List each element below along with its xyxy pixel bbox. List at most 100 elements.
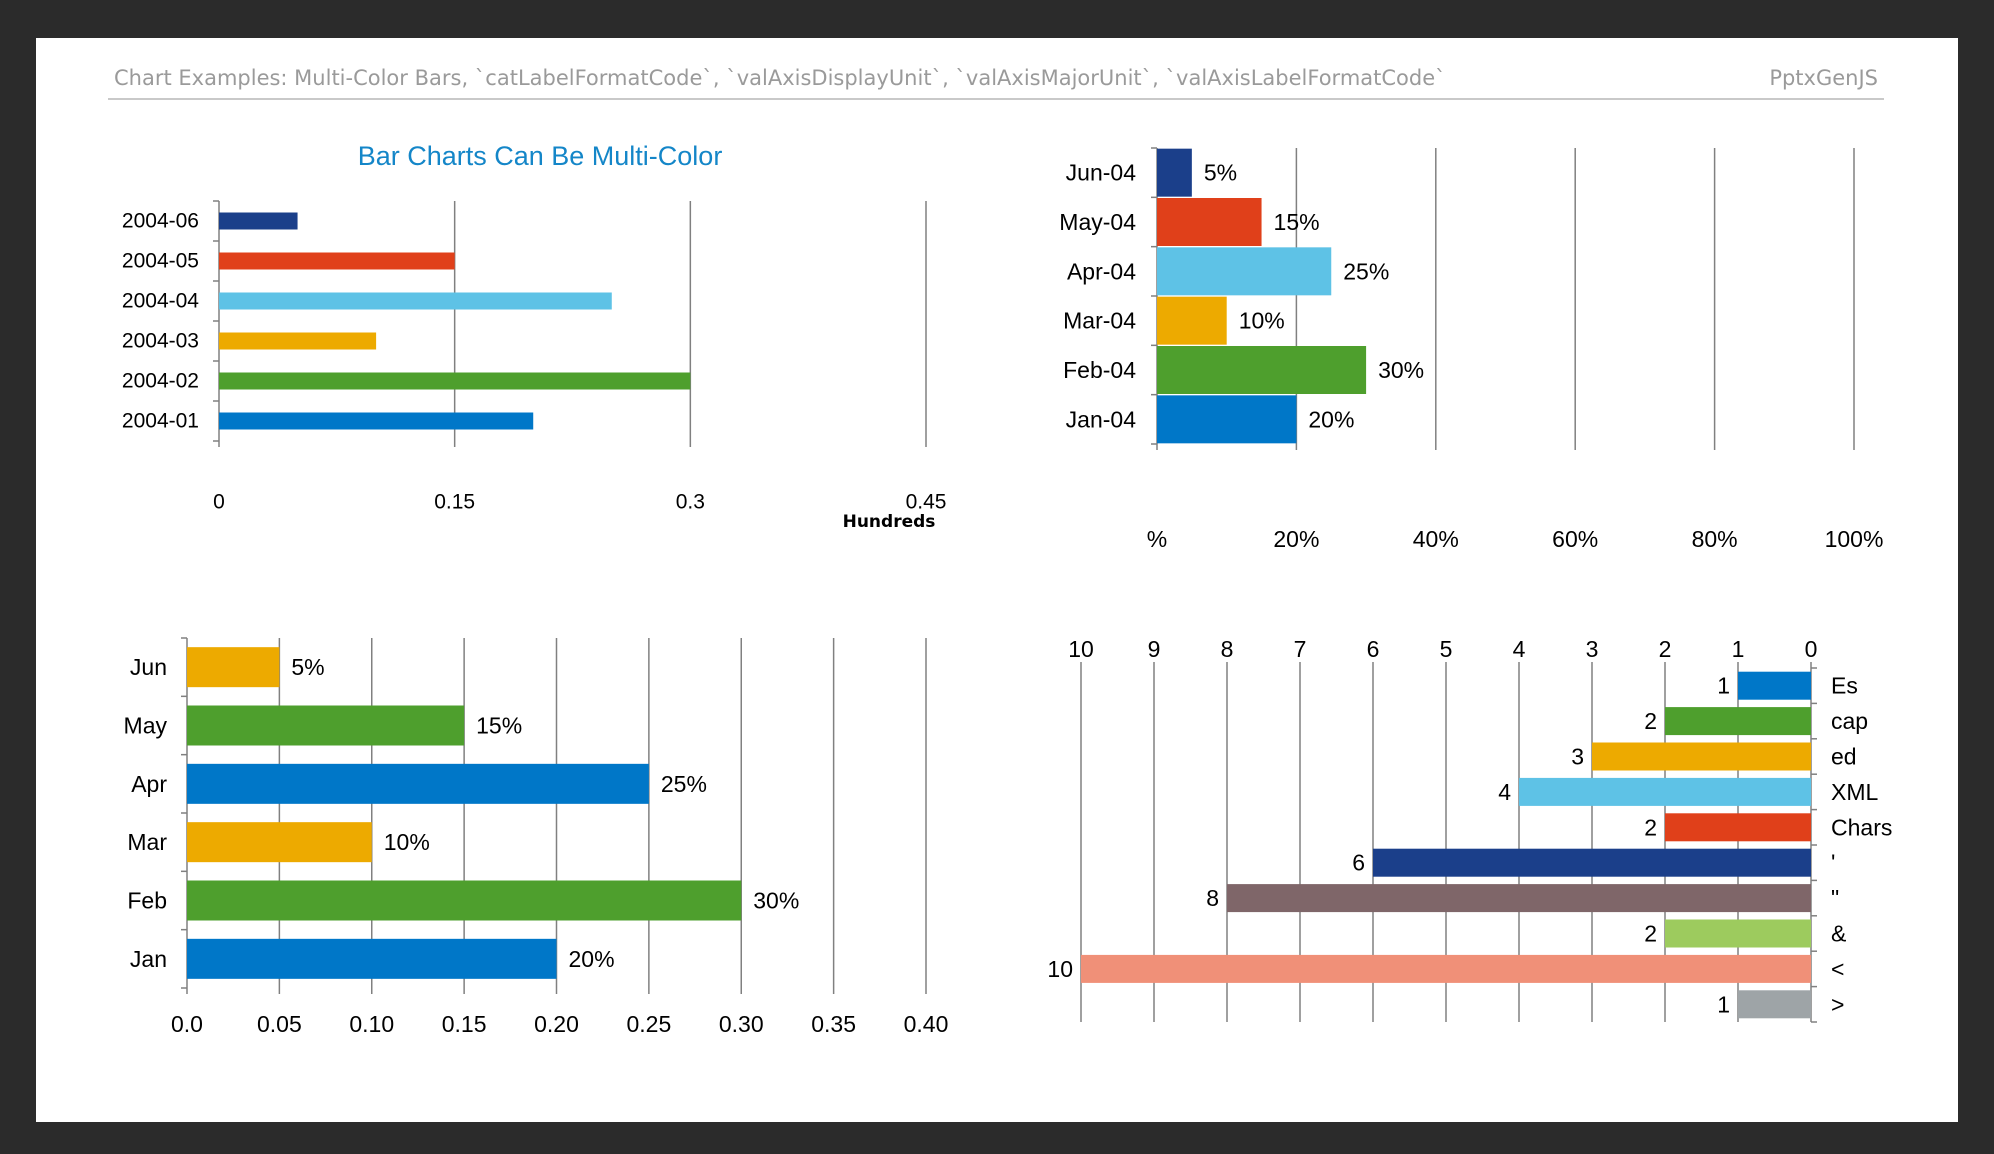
bar xyxy=(219,332,377,350)
bar xyxy=(187,763,649,804)
category-label: May-04 xyxy=(1059,209,1136,235)
category-label: Mar xyxy=(127,829,167,855)
bar xyxy=(1665,707,1811,736)
chart-month-bars: Jan 20% Feb 30% Mar 10% Apr 25% May 15% Jun 5% 0.0 0.… xyxy=(124,637,949,1037)
value-tick-label: 0.05 xyxy=(257,1011,302,1037)
value-tick-label: 0.20 xyxy=(534,1011,579,1037)
bar xyxy=(219,252,455,270)
data-label: 10% xyxy=(384,829,430,855)
category-label: Jun-04 xyxy=(1066,160,1137,186)
bar xyxy=(219,412,534,430)
data-label: 3 xyxy=(1571,744,1584,770)
display-unit-label: Hundreds xyxy=(843,512,936,532)
value-tick-label: 1 xyxy=(1732,636,1745,662)
category-label: 2004-02 xyxy=(122,370,199,393)
bar xyxy=(1738,990,1811,1019)
category-label: cap xyxy=(1831,708,1868,734)
category-label: Es xyxy=(1831,673,1858,699)
data-label: 20% xyxy=(1308,406,1354,432)
category-label: Apr-04 xyxy=(1067,258,1136,284)
value-tick-label: 5 xyxy=(1440,636,1453,662)
bar xyxy=(1157,395,1297,444)
bar xyxy=(1157,296,1227,345)
data-label: 25% xyxy=(661,771,707,797)
data-label: 2 xyxy=(1644,814,1657,840)
category-label: Chars xyxy=(1831,814,1892,840)
bar xyxy=(1373,848,1811,877)
value-tick-label: 9 xyxy=(1148,636,1161,662)
bar xyxy=(187,705,465,746)
value-tick-label: 0 xyxy=(213,491,225,514)
data-label: 10% xyxy=(1239,308,1285,334)
category-label: Jun xyxy=(130,654,167,680)
value-tick-label: 0.30 xyxy=(719,1011,764,1037)
value-tick-label: 0.10 xyxy=(349,1011,394,1037)
data-label: 1 xyxy=(1717,673,1730,699)
value-tick-label: 0.3 xyxy=(676,491,705,514)
slide-header-title: Chart Examples: Multi-Color Bars, `catLa… xyxy=(114,66,1446,90)
data-label: 10 xyxy=(1047,956,1073,982)
bar xyxy=(187,647,280,688)
chart-title: Bar Charts Can Be Multi-Color xyxy=(358,141,723,171)
data-label: 2 xyxy=(1644,921,1657,947)
data-label: 15% xyxy=(1274,209,1320,235)
bar xyxy=(1665,813,1811,842)
value-tick-label: 10 xyxy=(1068,636,1094,662)
bar xyxy=(1738,671,1811,700)
value-tick-label: 20% xyxy=(1273,526,1319,552)
category-label: 2004-03 xyxy=(122,330,199,353)
bar xyxy=(187,822,372,863)
bar xyxy=(1157,346,1367,394)
category-label: ed xyxy=(1831,744,1857,770)
data-label: 25% xyxy=(1343,258,1389,284)
category-label: > xyxy=(1831,991,1844,1017)
data-label: 30% xyxy=(1378,357,1424,383)
value-tick-label: % xyxy=(1147,526,1167,552)
value-tick-label: 100% xyxy=(1825,526,1884,552)
category-label: ' xyxy=(1831,850,1835,876)
data-label: 6 xyxy=(1352,850,1365,876)
data-label: 30% xyxy=(753,888,799,914)
value-tick-label: 7 xyxy=(1294,636,1307,662)
data-label: 5% xyxy=(1204,160,1237,186)
category-label: 2004-04 xyxy=(122,290,199,313)
category-label: < xyxy=(1831,956,1844,982)
category-label: Jan-04 xyxy=(1066,406,1137,432)
value-tick-label: 0.45 xyxy=(906,491,947,514)
slide: Chart Examples: Multi-Color Bars, `catLa… xyxy=(36,38,1958,1122)
value-tick-label: 0.40 xyxy=(904,1011,949,1037)
bar xyxy=(187,938,557,979)
bar xyxy=(219,372,691,390)
category-label: 2004-05 xyxy=(122,250,199,273)
chart-multicolor-bars: Bar Charts Can Be Multi-Color Hundreds 2… xyxy=(122,141,947,532)
category-label: & xyxy=(1831,921,1846,947)
value-tick-label: 40% xyxy=(1413,526,1459,552)
bar xyxy=(1592,742,1811,771)
value-tick-label: 8 xyxy=(1221,636,1234,662)
data-label: 8 xyxy=(1206,885,1219,911)
bar xyxy=(1081,954,1811,983)
value-tick-label: 2 xyxy=(1659,636,1672,662)
value-tick-label: 3 xyxy=(1586,636,1599,662)
category-label: " xyxy=(1831,885,1839,911)
category-label: Feb xyxy=(127,888,167,914)
category-label: May xyxy=(124,713,168,739)
data-label: 20% xyxy=(569,946,615,972)
header-divider xyxy=(108,98,1884,100)
category-label: 2004-06 xyxy=(122,210,199,233)
bar xyxy=(1157,148,1192,197)
category-label: Mar-04 xyxy=(1063,308,1136,334)
category-label: 2004-01 xyxy=(122,410,199,433)
bar xyxy=(1227,884,1811,913)
value-tick-label: 60% xyxy=(1552,526,1598,552)
bar xyxy=(1665,919,1811,948)
chart-percent-bars: Jan-04 20% Feb-04 30% Mar-04 10% Apr-04 25% May-… xyxy=(1059,147,1884,552)
bar xyxy=(1519,777,1811,806)
value-tick-label: 0.35 xyxy=(811,1011,856,1037)
slide-header-brand: PptxGenJS xyxy=(1769,66,1878,90)
bar xyxy=(219,212,298,230)
value-tick-label: 0.25 xyxy=(626,1011,671,1037)
category-label: XML xyxy=(1831,779,1879,805)
value-tick-label: 0.15 xyxy=(442,1011,487,1037)
